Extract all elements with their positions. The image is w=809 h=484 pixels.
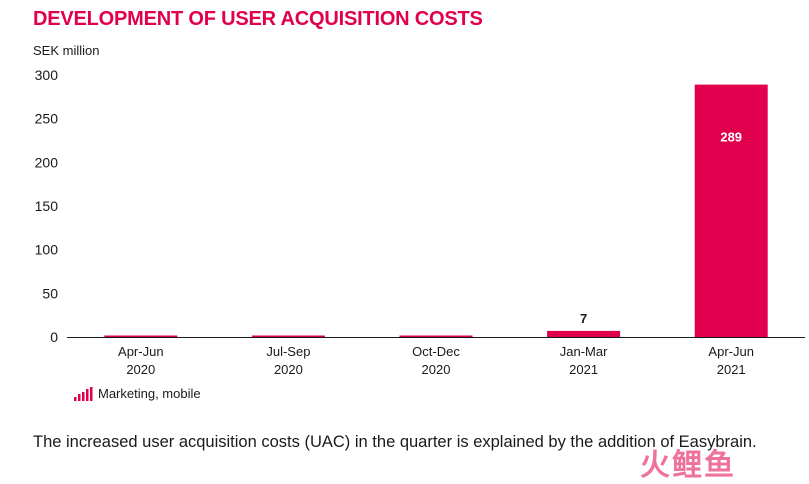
watermark: 火鲤鱼 xyxy=(640,448,736,483)
y-tick-label: 50 xyxy=(42,285,58,301)
bar-chart: 0 50 100 150 200 250 300 Apr-Jun 2020 Jul-Sep 2020… xyxy=(35,67,805,377)
x-tick-label: Oct-Dec xyxy=(412,344,460,359)
y-tick-label: 150 xyxy=(35,198,59,214)
caption-text: The increased user acquisition costs (UA… xyxy=(33,433,757,451)
chart-title: DEVELOPMENT OF USER ACQUISITION COSTS xyxy=(33,8,483,30)
y-tick-label: 0 xyxy=(50,329,58,345)
y-tick-label: 250 xyxy=(35,111,59,127)
bar xyxy=(251,335,325,337)
y-tick-label: 200 xyxy=(35,154,59,170)
bar xyxy=(547,330,621,337)
legend: Marketing, mobile xyxy=(74,386,201,401)
y-tick-label: 300 xyxy=(35,67,59,83)
x-tick-label: 2020 xyxy=(274,362,303,377)
legend-label: Marketing, mobile xyxy=(98,386,201,401)
data-label: 7 xyxy=(580,311,587,326)
x-tick-label: Jul-Sep xyxy=(266,344,310,359)
x-tick-label: 2020 xyxy=(126,362,155,377)
x-tick-label: Apr-Jun xyxy=(708,344,754,359)
x-tick-label: 2021 xyxy=(717,362,746,377)
bar xyxy=(104,335,178,337)
x-tick-label: Jan-Mar xyxy=(560,344,608,359)
bar xyxy=(694,84,768,338)
bar-chart-icon xyxy=(74,386,93,401)
x-tick-label: 2020 xyxy=(422,362,451,377)
x-tick-label: 2021 xyxy=(569,362,598,377)
y-tick-label: 100 xyxy=(35,242,59,258)
data-label: 289 xyxy=(720,130,742,145)
x-tick-label: Apr-Jun xyxy=(118,344,164,359)
bar xyxy=(399,335,473,337)
y-axis-unit-label: SEK million xyxy=(33,43,100,58)
